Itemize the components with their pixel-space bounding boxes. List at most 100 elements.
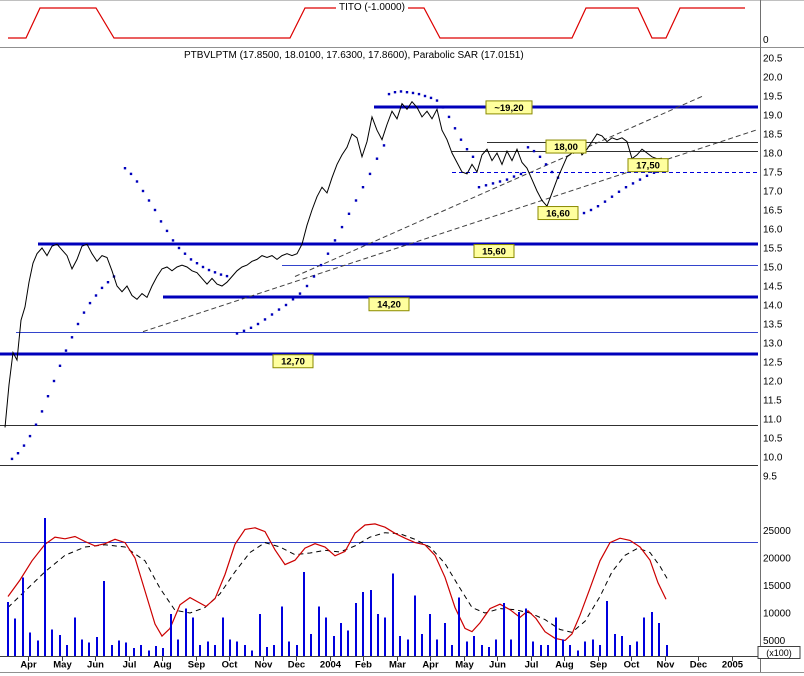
level-label-text[interactable]: 12,70	[281, 357, 305, 368]
level-label-box[interactable]	[368, 297, 410, 312]
price-level-label[interactable]: 18,00	[545, 139, 587, 154]
y-axis-label: 19.0	[763, 111, 783, 122]
level-label-box[interactable]	[545, 139, 587, 154]
sar-dot	[58, 364, 62, 367]
x-axis-label: Oct	[222, 660, 239, 671]
sar-dot	[189, 258, 193, 261]
sar-dot	[361, 186, 365, 189]
y-axis-label: 10.5	[763, 434, 783, 445]
price-level-label[interactable]: ~19,20	[485, 100, 533, 115]
price-line	[4, 100, 663, 428]
sar-dot	[550, 170, 554, 174]
level-label-box[interactable]	[473, 244, 515, 259]
y-axis-label: 9.5	[763, 472, 777, 483]
sar-dot	[429, 96, 433, 100]
level-label-box[interactable]	[627, 158, 669, 173]
indicator-title[interactable]: TITO (-1.0000)	[336, 2, 408, 13]
sar-dot	[298, 292, 302, 295]
sar-dot	[441, 106, 445, 109]
sar-dot	[235, 332, 239, 335]
sar-dot	[505, 178, 509, 181]
sar-dot	[453, 127, 457, 130]
sar-dot	[519, 172, 523, 176]
sar-dot	[40, 410, 44, 413]
y-axis-label: 20.5	[763, 54, 783, 65]
y-axis-label: 16.5	[763, 206, 783, 217]
price-y-axis: 20.5 20.0 19.5 19.0 18.5 18.0 17.5 17.0 16.5 16.0…	[763, 54, 783, 483]
volume-axis-label: 20000	[763, 554, 791, 565]
price-title[interactable]: PTBVLPTM (17.8500, 18.0100, 17.6300, 17.…	[181, 50, 527, 61]
y-axis-label: 17.0	[763, 187, 783, 198]
sar-dot	[135, 180, 139, 183]
sar-dot	[319, 263, 323, 267]
x-axis-label: Nov	[657, 660, 676, 671]
x-axis-label: Oct	[624, 660, 641, 671]
x-axis-label: Jul	[525, 660, 539, 671]
level-label-text[interactable]: 16,60	[546, 209, 570, 220]
level-label-text[interactable]: 14,20	[377, 300, 401, 311]
level-label-text[interactable]: 17,50	[636, 161, 660, 172]
sar-dot	[46, 395, 50, 398]
sar-dot	[498, 180, 502, 183]
x-axis-label: May	[455, 660, 474, 671]
price-level-label[interactable]: 14,20	[368, 297, 410, 312]
sar-dot	[333, 239, 337, 242]
volume-panel	[0, 523, 758, 642]
sar-dot	[484, 184, 488, 187]
sar-dot	[141, 189, 145, 193]
sar-dot	[368, 172, 372, 176]
y-axis-label: 17.5	[763, 168, 783, 179]
price-level-label[interactable]: 15,60	[473, 244, 515, 259]
volume-unit-label: (x100)	[757, 646, 801, 659]
level-label-box[interactable]	[485, 100, 533, 115]
level-label-text[interactable]: 15,60	[482, 247, 506, 258]
sar-dot	[183, 252, 187, 255]
sar-dot	[249, 326, 253, 329]
sar-dot	[106, 281, 110, 284]
volume-ma-slow-line	[7, 532, 669, 633]
sar-dot	[147, 199, 151, 202]
sar-dot	[617, 190, 621, 193]
sar-dot	[603, 200, 607, 203]
sar-dot	[447, 115, 451, 119]
sar-dot	[624, 186, 628, 189]
sar-dot	[177, 246, 181, 250]
volume-unit-text: (x100)	[766, 648, 792, 658]
x-axis-label: Nov	[255, 660, 274, 671]
y-axis-label: 10.0	[763, 453, 783, 464]
y-axis-label: 18.5	[763, 130, 783, 141]
sar-dot	[538, 155, 542, 158]
sar-dot	[16, 452, 20, 455]
sar-dot	[277, 308, 281, 311]
level-label-box[interactable]	[272, 354, 314, 369]
sar-dot	[159, 220, 163, 223]
trendline[interactable]	[294, 95, 704, 277]
x-axis-label: Apr	[20, 660, 37, 671]
indicator-panel: 0	[8, 7, 769, 46]
sar-dot	[596, 205, 600, 208]
price-level-label[interactable]: 12,70	[272, 354, 314, 369]
sar-dot	[28, 434, 32, 438]
price-level-label[interactable]: 17,50	[627, 158, 669, 173]
x-axis-label: Sep	[590, 660, 608, 671]
volume-axis-label: 15000	[763, 581, 791, 592]
level-label-text[interactable]: 18,00	[554, 142, 578, 153]
x-axis-label: Mar	[389, 660, 406, 671]
sar-dot	[242, 329, 246, 333]
y-axis-label: 19.5	[763, 92, 783, 103]
x-axis-label: Feb	[355, 660, 372, 671]
price-level-label[interactable]: 16,60	[537, 206, 579, 221]
sar-dot	[100, 286, 104, 290]
y-axis-label: 14.5	[763, 282, 783, 293]
sar-dot	[201, 265, 205, 269]
sar-dot	[256, 322, 260, 326]
level-label-text[interactable]: ~19,20	[494, 103, 523, 114]
price-level-labels: ~19,20 18,00 17,50 16,60 15,60 14,20 12,70	[272, 100, 669, 369]
y-axis-label: 13.0	[763, 339, 783, 350]
level-label-box[interactable]	[537, 206, 579, 221]
volume-ma-fast-line	[7, 523, 667, 642]
sar-dot	[88, 301, 92, 305]
volume-axis-label: 25000	[763, 526, 791, 537]
